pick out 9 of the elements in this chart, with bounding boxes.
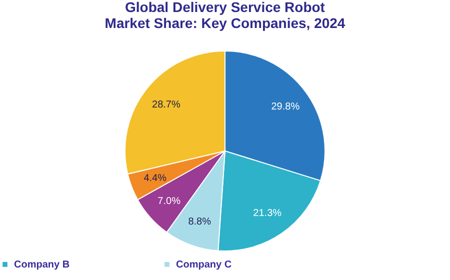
data-label: 4.4% xyxy=(144,173,167,184)
data-label: 21.3% xyxy=(253,208,282,219)
data-label: 29.8% xyxy=(271,102,300,113)
data-label: 7.0% xyxy=(158,196,181,207)
data-label: 28.7% xyxy=(152,99,180,110)
data-label: 8.8% xyxy=(188,216,212,228)
legend-label: Company C xyxy=(176,259,232,270)
chart-title: Global Delivery Service Robot Market Share: Key Companies, 2024 xyxy=(104,0,346,31)
legend-label: Company B xyxy=(14,259,70,270)
